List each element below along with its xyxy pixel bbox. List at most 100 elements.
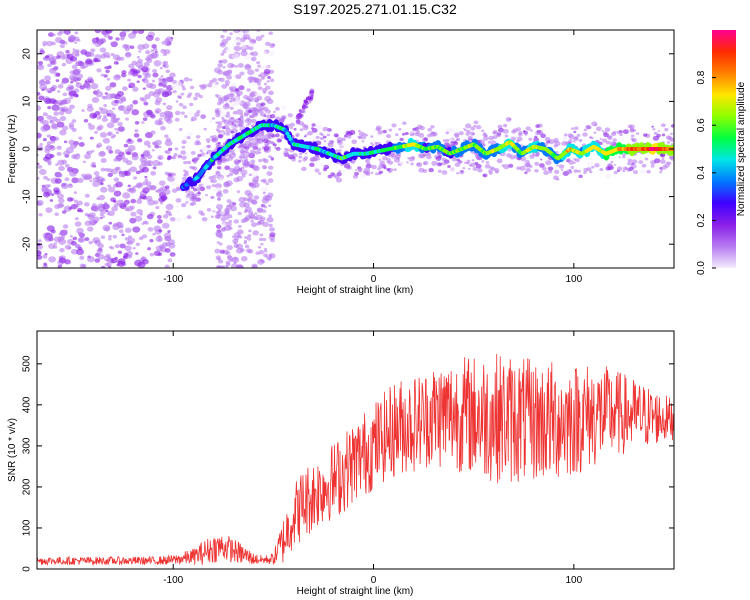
spectrogram-cell: [167, 155, 173, 160]
spectrogram-cell: [230, 116, 234, 120]
spectrogram-cell: [110, 53, 115, 57]
spectrogram-cell: [544, 136, 551, 142]
spectrogram-cell: [506, 157, 510, 160]
spectrogram-cell: [100, 235, 106, 239]
spectrogram-cell: [132, 100, 139, 105]
spectrogram-cell: [135, 69, 141, 74]
spectrogram-cell: [61, 159, 68, 165]
spectrogram-cell: [155, 205, 160, 210]
spectrogram-cell: [143, 140, 151, 146]
spectrogram-cell: [56, 100, 65, 106]
spectrogram-cell: [186, 94, 191, 99]
spectrogram-cell: [218, 177, 224, 182]
spectrogram-cell: [670, 132, 673, 135]
spectrogram-cell: [183, 77, 190, 82]
spectrogram-cell: [388, 160, 394, 165]
spectrogram-cell: [656, 133, 661, 138]
spectrogram-cell: [443, 139, 447, 143]
spectrogram-cell: [108, 221, 113, 225]
spectrogram-cell: [249, 92, 256, 97]
spectrogram-cell: [152, 166, 157, 170]
spectrogram-cell: [298, 159, 302, 163]
spectrogram-cell: [100, 73, 105, 77]
spectrogram-cell: [563, 133, 568, 137]
spectrogram-cell: [248, 229, 252, 233]
spectrogram-cell: [556, 178, 560, 181]
spectrogram-cell: [180, 150, 187, 155]
spectrogram-cell: [251, 222, 258, 228]
spectrogram-cell: [246, 162, 250, 166]
spectrogram-cell: [199, 85, 206, 90]
spectrogram-cell: [591, 165, 595, 169]
spectrogram-cell: [127, 138, 132, 142]
spectrogram-cell: [128, 32, 136, 39]
spectrogram-cell: [388, 170, 392, 174]
spectrogram-cell: [260, 242, 264, 246]
spectrogram-cell: [504, 134, 509, 138]
spectrogram-cell: [605, 173, 611, 179]
spectrogram-cell: [100, 182, 104, 185]
spectrogram-cell: [51, 105, 60, 112]
spectrogram-cell: [157, 161, 163, 166]
spectrogram-cell: [257, 259, 265, 265]
snr-frame: [36, 330, 675, 570]
spectrogram-cell: [91, 97, 100, 103]
spectrogram-cell: [451, 157, 457, 162]
spectrogram-cell: [261, 88, 268, 93]
spectrogram-cell: [270, 238, 275, 243]
spectrogram-cell: [94, 258, 101, 263]
spectrogram-cell: [168, 239, 176, 245]
snr-y-tick-label: 100: [22, 519, 33, 536]
spectrogram-cell: [96, 248, 103, 254]
spectrogram-cell: [231, 257, 240, 263]
spectrogram-cell: [268, 253, 276, 259]
spectrogram-cell: [216, 124, 222, 129]
spectrogram-cell: [67, 84, 75, 91]
spectrogram-cell: [239, 201, 247, 208]
spectrogram-x-ticks: -100 0 100: [163, 30, 583, 285]
spectrogram-cell: [261, 133, 265, 136]
spectrogram-cell: [87, 76, 94, 82]
spectrogram-cell: [456, 172, 460, 175]
spectrogram-cell: [71, 119, 77, 123]
spectrogram-cell: [162, 102, 167, 106]
spectrogram-cell: [560, 168, 564, 171]
spectrogram-cell: [268, 31, 273, 36]
spectrogram-cell: [481, 129, 485, 133]
spectrogram-cell: [462, 166, 466, 170]
spectrogram-cell: [127, 184, 131, 188]
spectrogram-cell: [55, 163, 59, 166]
spectrogram-cell: [228, 172, 234, 177]
spectrogram-cell: [175, 100, 179, 103]
spectrogram-cell: [217, 197, 221, 201]
spectrogram-cell: [111, 206, 119, 212]
spectrogram-cell: [94, 240, 102, 246]
spectrogram-cell: [251, 51, 259, 57]
spectrogram-cell: [309, 96, 314, 100]
spectrogram-cell: [120, 37, 125, 41]
spectrogram-cell: [553, 169, 560, 174]
spectrogram-cell: [124, 245, 132, 252]
spectrogram-cell: [103, 226, 111, 232]
spectrogram-cell: [86, 226, 94, 232]
spectrogram-cell: [63, 97, 71, 105]
spectrogram-cell: [445, 138, 450, 142]
spectrogram-cell: [156, 215, 162, 219]
spectrogram-cell: [247, 193, 254, 199]
spectrogram-cell: [56, 121, 65, 128]
spectrogram-cell: [121, 73, 127, 78]
spectrogram-cell: [418, 132, 425, 138]
spectrogram-cell: [309, 89, 315, 94]
spectrogram-cell: [602, 138, 608, 143]
spectrogram-cell: [148, 38, 152, 42]
spectrogram-cell: [338, 169, 342, 173]
spectrogram-cell: [74, 68, 82, 74]
spectrogram-cell: [58, 110, 65, 116]
spectrogram-cell: [385, 134, 392, 139]
colorbar-tick-label: 0.4: [696, 165, 707, 179]
spectrogram-cell: [226, 36, 232, 41]
spectrogram-cell: [314, 168, 320, 173]
spectrogram-cell: [241, 41, 246, 45]
spectrogram-cell: [102, 51, 110, 58]
spectrogram-cell: [412, 127, 417, 132]
